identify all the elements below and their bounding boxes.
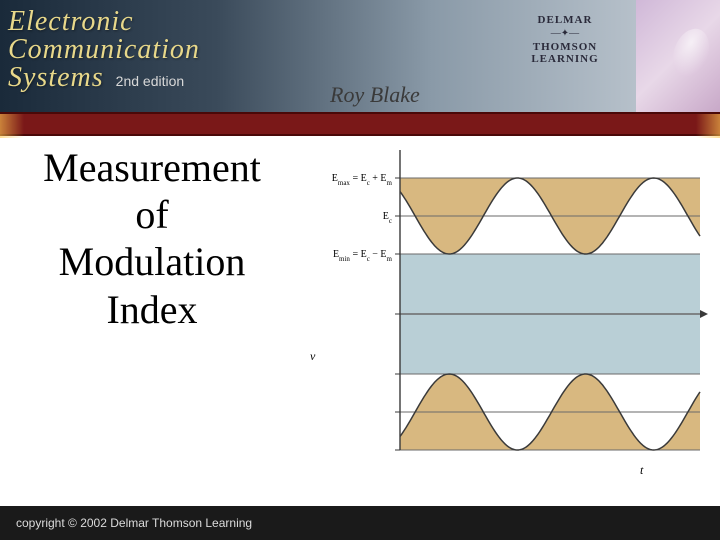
slide-title: Measurement of Modulation Index — [12, 144, 292, 333]
publisher-block: DELMAR ―✦― THOMSON LEARNING — [500, 14, 630, 65]
book-title-line3: Systems — [8, 62, 104, 94]
book-title-block: Electronic Communication Systems 2nd edi… — [8, 6, 200, 94]
publisher-top: DELMAR — [500, 14, 630, 26]
edition-label: 2nd edition — [116, 73, 185, 89]
slide-title-line1: Measurement — [12, 144, 292, 191]
slide-title-line2: of — [12, 191, 292, 238]
svg-text:Emin = Ec − Em: Emin = Ec − Em — [333, 249, 393, 263]
slide-root: Electronic Communication Systems 2nd edi… — [0, 0, 720, 540]
svg-text:Emax = Ec + Em: Emax = Ec + Em — [332, 173, 393, 187]
decorative-side-image — [636, 0, 720, 112]
publisher-divider-icon: ―✦― — [500, 28, 630, 39]
copyright-text: copyright © 2002 Delmar Thomson Learning — [16, 516, 252, 530]
footer-bar: copyright © 2002 Delmar Thomson Learning — [0, 506, 720, 540]
svg-text:v: v — [310, 349, 316, 363]
book-title-line3-row: Systems 2nd edition — [8, 62, 200, 94]
slide-title-line3: Modulation — [12, 238, 292, 285]
modulation-diagram: Emax = Ec + Em Ec Emin = Ec − Em v t — [294, 136, 714, 484]
svg-text:t: t — [640, 463, 644, 477]
header-banner: Electronic Communication Systems 2nd edi… — [0, 0, 720, 112]
accent-bar — [0, 112, 720, 136]
author-name: Roy Blake — [330, 82, 420, 108]
publisher-bottom: THOMSON LEARNING — [500, 41, 630, 65]
slide-body: Measurement of Modulation Index Emax = E… — [0, 136, 720, 506]
slide-header: Electronic Communication Systems 2nd edi… — [0, 0, 720, 136]
svg-text:Ec: Ec — [383, 211, 392, 225]
slide-title-line4: Index — [12, 286, 292, 333]
